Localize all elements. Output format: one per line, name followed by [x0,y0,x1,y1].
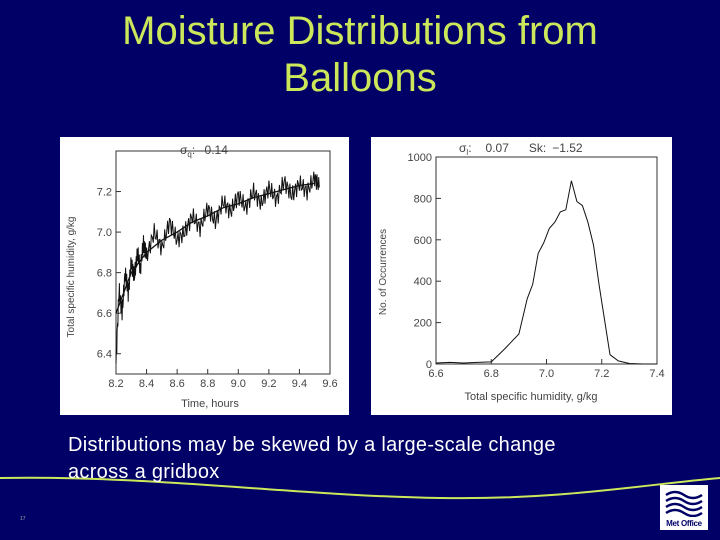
y-tick-label: 800 [414,193,432,205]
x-tick-label: 7.2 [594,368,609,380]
slide-title: Moisture Distributions from Balloons [60,8,660,102]
y-tick-label: 6.4 [97,349,112,361]
y-tick-label: 1000 [408,152,432,164]
slide-title-line1: Moisture Distributions from [122,9,598,53]
x-tick-label: 6.8 [484,368,499,380]
time-series-chart-panel: 8.2 8.4 8.6 8.8 9.0 9.2 9.4 9.6 6.4 6.6 6.8 7.0 7.2 … [60,137,349,415]
time-series-chart: 8.2 8.4 8.6 8.8 9.0 9.2 9.4 9.66.46.66.87.07.2 … [66,143,338,410]
histogram-x-label: Total specific humidity, g/kg [464,391,597,403]
slide-caption: Distributions may be skewed by a large-s… [68,432,668,486]
x-tick-label: 9.4 [292,378,307,390]
time-series-axes: 8.2 8.4 8.6 8.8 9.0 9.2 9.4 9.6 6.4 6.6 6.8 7.0 7.2 [97,150,338,390]
series-line-histogram [435,180,657,365]
series-line-smooth [115,182,315,314]
x-tick-label: 7.4 [649,368,664,380]
y-tick-label: 7.0 [97,227,112,239]
met-office-wave-icon [665,490,703,518]
logo-text: Met Office [666,519,702,528]
x-tick-label: 7.0 [539,368,554,380]
x-tick-label: 9.0 [231,378,246,390]
x-tick-label: 8.6 [169,378,184,390]
x-tick-label: 8.8 [200,378,215,390]
y-tick-label: 0 [426,359,432,371]
x-tick-label: 9.2 [261,378,276,390]
y-tick-label: 400 [414,276,432,288]
y-tick-label: 200 [414,318,432,330]
y-tick-label: 7.2 [97,187,112,199]
x-tick-label: 8.4 [139,378,154,390]
plot-frame [435,156,658,365]
time-series-y-label: Total specific humidity, g/kg [66,217,77,338]
time-series-marks [115,171,320,364]
x-tick-label: 8.2 [108,378,123,390]
x-tick-label: 9.6 [322,378,337,390]
time-series-annotation: σq: 0.14 [180,143,228,159]
slide-caption-line1: Distributions may be skewed by a large-s… [68,434,556,456]
slide-caption-line2: across a gridbox [68,461,220,483]
histogram-chart: 6.6 6.8 7.0 7.2 7.4 0 200 400 600 800 1000 σl: 0.07… [378,141,665,403]
histogram-y-label: No. of Occurrences [378,229,389,315]
time-series-x-label: Time, hours [181,398,239,410]
series-line-noisy [115,171,320,364]
histogram-marks [435,180,657,365]
histogram-annotation: σl: 0.07 Sk: −1.52 [459,141,583,157]
x-tick-label: 6.6 [428,368,443,380]
page-number: 17 [20,516,26,522]
met-office-logo: Met Office [660,485,708,530]
plot-frame [115,150,331,375]
histogram-chart-panel: 6.6 6.8 7.0 7.2 7.4 0 200 400 600 800 1000 σl: 0.07… [371,137,672,415]
y-tick-label: 6.8 [97,268,112,280]
y-tick-label: 600 [414,235,432,247]
slide-title-line2: Balloons [283,56,437,100]
y-tick-label: 6.6 [97,308,112,320]
histogram-axes: 6.6 6.8 7.0 7.2 7.4 0 200 400 600 800 1000 [408,152,665,380]
